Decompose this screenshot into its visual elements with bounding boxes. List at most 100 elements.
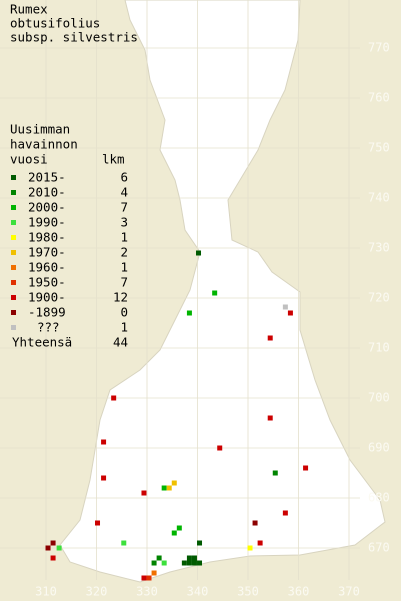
legend-swatch [11,295,16,300]
y-tick-label: 710 [368,341,390,355]
legend-count: 6 [120,170,128,185]
y-tick-label: 740 [368,191,390,205]
legend-swatch [11,280,16,285]
legend-header: havainnon [10,137,78,152]
observation-square [212,290,218,296]
grid [0,0,360,580]
y-tick-label: 720 [368,291,390,305]
observation-square [247,545,253,551]
legend-count-header: lkm [102,152,125,167]
legend-count: 12 [113,290,128,305]
observation-square [50,540,56,546]
legend-label: 1950- [28,275,66,290]
legend-label: 1970- [28,245,66,260]
y-tick-label: 690 [368,441,390,455]
legend-label: 1900- [28,290,66,305]
legend-label: ??? [37,320,60,335]
x-tick-label: 350 [237,585,259,599]
legend-label: 2010- [28,185,66,200]
x-tick-label: 340 [187,585,209,599]
legend-count: 3 [120,215,128,230]
y-tick-label: 770 [368,41,390,55]
observation-square [101,439,107,445]
legend-label: -1899 [28,305,66,320]
legend-total-label: Yhteensä [12,335,72,350]
legend-count: 7 [120,275,128,290]
legend-swatch [11,250,16,255]
points [45,250,309,581]
observation-square [50,555,56,561]
title-line: obtusifolius [10,16,100,31]
observation-square [217,445,223,451]
legend-swatch [11,325,16,330]
observation-square [146,575,152,581]
y-tick-label: 750 [368,141,390,155]
observation-square [156,555,162,561]
observation-square [191,555,197,561]
observation-square [186,555,192,561]
observation-square [101,475,107,481]
observation-square [191,560,197,566]
observation-square [257,540,263,546]
legend-total: 44 [113,335,128,350]
legend-count: 1 [120,230,128,245]
observation-square [171,530,177,536]
legend-swatch [11,175,16,180]
legend-label: 1960- [28,260,66,275]
observation-square [161,485,167,491]
y-tick-label: 670 [368,541,390,555]
legend-count: 7 [120,200,128,215]
legend-count: 2 [120,245,128,260]
observation-square [197,560,203,566]
legend-header: vuosi [10,152,48,167]
observation-square [303,465,309,471]
x-tick-label: 310 [35,585,57,599]
legend-swatch [11,220,16,225]
legend-count: 4 [120,185,128,200]
observation-square [95,520,101,526]
legend-label: 1990- [28,215,66,230]
observation-square [56,545,62,551]
observation-square [151,570,157,576]
observation-square [166,485,172,491]
y-tick-label: 680 [368,491,390,505]
legend-swatch [11,265,16,270]
observation-square [121,540,127,546]
observation-square [176,525,182,531]
x-tick-label: 320 [86,585,108,599]
legend-swatch [11,235,16,240]
legend-swatch [11,190,16,195]
y-tick-label: 730 [368,241,390,255]
legend-header: Uusimman [10,122,70,137]
observation-square [186,560,192,566]
observation-square [111,395,117,401]
observation-square [141,575,147,581]
legend-label: 2015- [28,170,66,185]
y-tick-label: 700 [368,391,390,405]
observation-square [272,470,278,476]
observation-square [186,310,192,316]
x-tick-label: 360 [288,585,310,599]
observation-square [252,520,258,526]
observation-square [282,304,288,310]
observation-square [181,560,187,566]
observation-square [45,545,51,551]
legend: 2015- 6 2010- 4 2000- 7 1990- 3 1980- 1 1970- 2 1960… [11,170,128,350]
title-line: subsp. silvestris [10,30,138,45]
legend-swatch [11,205,16,210]
legend-swatch [11,310,16,315]
observation-square [282,510,288,516]
country-shape [59,0,386,583]
observation-square [141,490,147,496]
x-tick-label: 370 [338,585,360,599]
observation-square [287,310,293,316]
legend-count: 1 [120,260,128,275]
observation-square [197,540,203,546]
legend-label: 1980- [28,230,66,245]
legend-count: 0 [120,305,128,320]
observation-square [151,560,157,566]
legend-count: 1 [120,320,128,335]
observation-square [267,415,273,421]
y-tick-label: 760 [368,91,390,105]
